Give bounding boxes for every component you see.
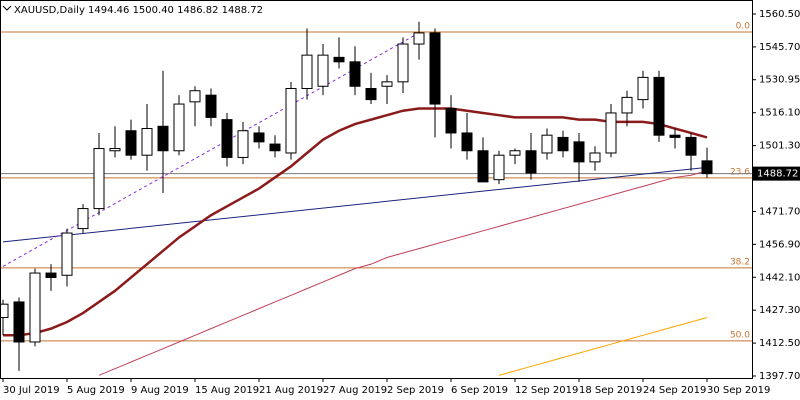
y-tick-label: 1545.70 (759, 42, 800, 53)
candle-body (429, 32, 441, 105)
candle-body (445, 108, 457, 134)
moving-average (98, 170, 708, 376)
price-label-box (753, 166, 800, 181)
y-tick-label: 1560.50 (759, 9, 800, 20)
fib-label: 23.6 (730, 167, 750, 177)
candle-body (93, 148, 105, 210)
candle-body (397, 43, 409, 83)
fib-label: 38.2 (730, 257, 750, 267)
candle-body (333, 56, 345, 63)
x-tick-label: 27 Aug 2019 (323, 385, 387, 396)
moving-average (3, 107, 708, 337)
candle-body (253, 132, 265, 143)
candle-body (413, 32, 425, 45)
candle-body (557, 136, 569, 152)
candle-body (461, 132, 473, 152)
candle-body (509, 150, 521, 156)
y-tick-label: 1471.70 (759, 206, 800, 217)
candle-body (301, 54, 313, 89)
x-tick-label: 9 Aug 2019 (131, 385, 189, 396)
x-tick-label: 30 Jul 2019 (3, 385, 60, 396)
fib-label: 50.0 (730, 330, 750, 340)
x-tick-label: 15 Aug 2019 (195, 385, 259, 396)
candle-body (205, 94, 217, 118)
y-tick-label: 1397.70 (759, 371, 800, 382)
candle-body (381, 81, 393, 87)
candle-body (573, 141, 585, 163)
x-tick-label: 30 Sep 2019 (707, 385, 770, 396)
chart-title: XAUUSD,Daily 1494.46 1500.40 1486.82 148… (14, 5, 263, 16)
candle-body (141, 128, 153, 156)
candle-body (125, 130, 137, 156)
x-tick-label: 6 Sep 2019 (451, 385, 508, 396)
fib-label: 0.0 (736, 22, 751, 32)
x-tick-label: 5 Aug 2019 (67, 385, 125, 396)
x-tick-label: 12 Sep 2019 (515, 385, 578, 396)
candle-body (221, 119, 233, 158)
x-tick-label: 24 Sep 2019 (643, 385, 706, 396)
candle-body (61, 232, 73, 276)
x-tick-label: 21 Aug 2019 (259, 385, 323, 396)
candle-body (685, 136, 697, 156)
candle-body (29, 272, 41, 343)
x-tick-label: 2 Sep 2019 (387, 385, 444, 396)
candle-body (285, 87, 297, 154)
candle-body (77, 208, 89, 230)
y-tick-label: 1442.10 (759, 272, 800, 283)
y-tick-label: 1516.10 (759, 108, 800, 119)
candle-body (317, 54, 329, 87)
candle-body (269, 143, 281, 152)
y-tick-label: 1530.95 (759, 75, 800, 86)
candle-body (637, 76, 649, 101)
price-label: 1488.72 (757, 169, 798, 180)
candle-body (477, 150, 489, 183)
candle-body (653, 76, 665, 136)
candle-body (237, 130, 249, 158)
y-tick-label: 1412.50 (759, 338, 800, 349)
candle-body (349, 61, 361, 87)
candle-body (701, 160, 713, 175)
candle-body (109, 148, 121, 152)
candle-body (189, 90, 201, 103)
y-tick-label: 1456.90 (759, 239, 800, 250)
candle-body (605, 112, 617, 154)
candle-body (13, 301, 25, 343)
candle-body (157, 125, 169, 152)
x-tick-label: 18 Sep 2019 (579, 385, 642, 396)
y-tick-label: 1501.30 (759, 141, 800, 152)
candle-body (0, 303, 9, 319)
trendline (2, 166, 708, 243)
candle-body (173, 103, 185, 152)
candle-body (669, 134, 681, 138)
candle-body (45, 272, 57, 278)
candle-body (541, 134, 553, 154)
plot-frame (0, 0, 753, 379)
title-icon (2, 5, 12, 11)
y-tick-label: 1427.30 (759, 305, 800, 316)
candle-body (493, 154, 505, 181)
moving-average (498, 317, 708, 376)
candle-body (589, 152, 601, 163)
candle-body (365, 87, 377, 101)
plot-area: 0.0 23.6 38.2 50.0 (0, 22, 752, 376)
candle-body (525, 150, 537, 174)
candle-body (621, 96, 633, 114)
